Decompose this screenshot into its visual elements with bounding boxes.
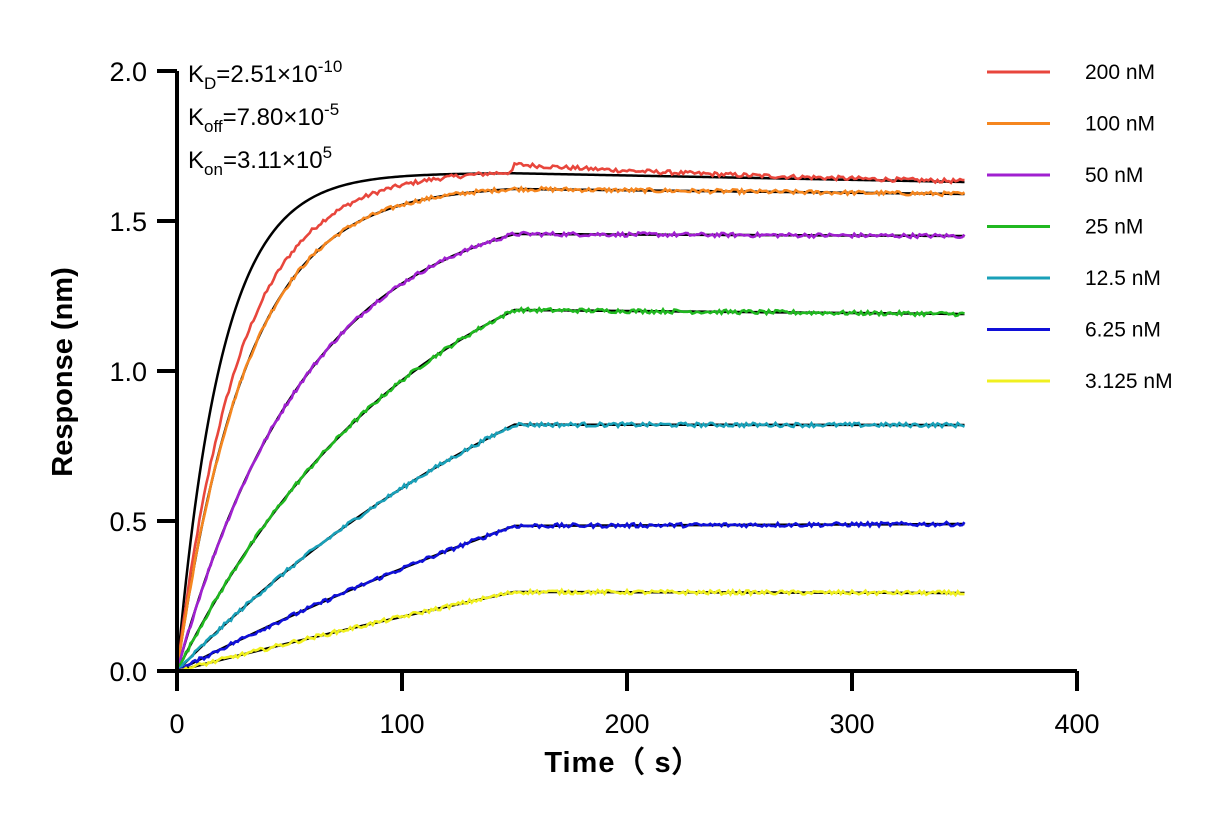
y-tick-label: 1.0	[109, 357, 147, 387]
tick-marks: 0 100 200 300 400 0.0 0.5 1.0 1.5 2.0	[109, 57, 1099, 739]
fit-curve	[176, 590, 965, 673]
data-curve-series	[175, 185, 966, 672]
x-axis-title: Time（ s）	[544, 746, 701, 779]
x-tick-label: 200	[604, 709, 649, 739]
x-tick-label: 100	[379, 709, 424, 739]
y-tick-label: 2.0	[109, 57, 147, 87]
data-curve-series	[176, 420, 966, 672]
fit-curve	[175, 172, 965, 672]
y-axis-title: Response (nm)	[47, 267, 79, 476]
kd-annotation: KD=2.51×10-10	[188, 57, 342, 93]
kon-annotation: Kon=3.11×105	[188, 143, 332, 179]
data-curves	[175, 161, 966, 673]
fit-curve	[176, 423, 965, 672]
legend-label: 100 nM	[1085, 113, 1155, 136]
legend-label: 200 nM	[1085, 61, 1155, 84]
data-curve-series	[175, 161, 965, 672]
legend-label: 50 nM	[1085, 164, 1143, 187]
data-curve-series	[175, 306, 965, 672]
fit-curve	[175, 187, 965, 672]
data-curve-series	[176, 587, 965, 673]
kinetic-constants: KD=2.51×10-10 Koff=7.80×10-5 Kon=3.11×10…	[188, 57, 342, 179]
legend: 200 nM 100 nM 50 nM 25 nM 12.5 nM 6.25 nM 3.12…	[987, 61, 1173, 393]
y-tick-label: 1.5	[109, 207, 147, 237]
legend-label: 12.5 nM	[1085, 267, 1161, 290]
koff-annotation: Koff=7.80×10-5	[188, 100, 339, 136]
legend-label: 6.25 nM	[1085, 319, 1161, 342]
fit-curve	[175, 232, 965, 672]
y-tick-label: 0.5	[109, 507, 147, 537]
data-curve-series	[176, 520, 966, 673]
x-tick-label: 0	[169, 709, 184, 739]
data-curve-series	[175, 230, 966, 672]
legend-label: 3.125 nM	[1085, 370, 1173, 393]
legend-label: 25 nM	[1085, 216, 1143, 239]
fit-curve	[175, 308, 965, 672]
x-tick-label: 300	[829, 709, 874, 739]
y-tick-label: 0.0	[109, 657, 147, 687]
x-tick-label: 400	[1054, 709, 1099, 739]
fit-curve	[176, 522, 965, 673]
